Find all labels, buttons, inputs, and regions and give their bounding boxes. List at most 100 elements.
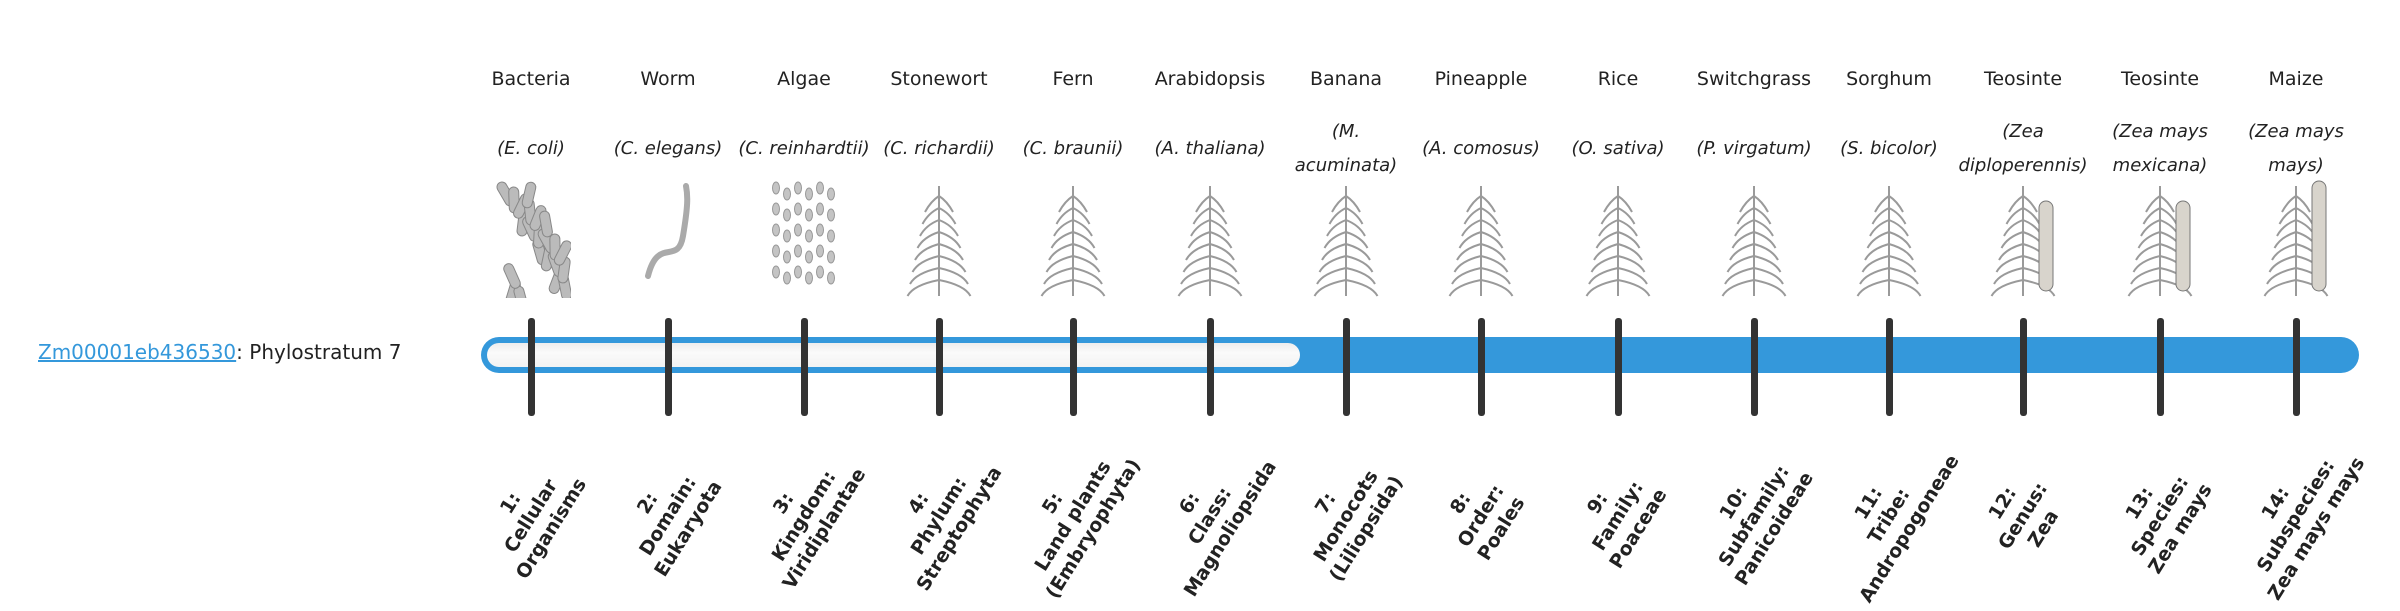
organism-name: Pineapple	[1434, 68, 1528, 90]
algae-illustration	[772, 181, 835, 285]
stratum-tick	[2293, 318, 2300, 416]
teosinte-mexicana-illustration	[2127, 186, 2193, 297]
organism-name: Algae	[777, 68, 831, 90]
teosinte-mexicana-illustration-icon	[2092, 176, 2228, 298]
species-text: (C. braunii)	[1022, 138, 1124, 159]
organism-species: (Zea diploperennis)	[1955, 114, 2091, 184]
stratum-label: 4: Phylum: Streptophyta	[861, 421, 1017, 611]
stratum-tick	[528, 318, 535, 416]
phylostratum-text: : Phylostratum 7	[236, 340, 402, 364]
species-text: (A. thaliana)	[1154, 138, 1266, 159]
algae-illustration-icon	[736, 176, 872, 298]
stratum-label: 5: Land plants (Embryophyta)	[995, 421, 1151, 611]
organism-name: Rice	[1597, 68, 1639, 90]
stratum-tick	[1886, 318, 1893, 416]
organism-species: (C. braunii)	[1005, 114, 1141, 184]
stonewort-illustration-icon	[871, 176, 1007, 298]
phylostratum-bar	[481, 337, 2359, 373]
teosinte-illustration-icon	[1955, 176, 2091, 298]
organism-name: Maize	[2268, 68, 2324, 90]
stratum-label: 11: Tribe: Andropogoneae	[1811, 421, 1967, 611]
gene-link[interactable]: Zm00001eb436530	[38, 340, 237, 364]
organism-species: (A. thaliana)	[1142, 114, 1278, 184]
species-text: (P. virgatum)	[1696, 138, 1812, 159]
worm-illustration	[645, 183, 691, 279]
stratum-label: 10: Subfamily: Panicoideae	[1676, 421, 1832, 611]
stratum-label: 6: Class: Magnoliopsida	[1132, 421, 1288, 611]
organism-species: (O. sativa)	[1550, 114, 1686, 184]
stratum-tick	[1343, 318, 1350, 416]
organism-species: (S. bicolor)	[1821, 114, 1957, 184]
organism-species: (Zea mays mays)	[2228, 114, 2364, 184]
fern-illustration	[1040, 186, 1106, 297]
stratum-label: 12: Genus: Zea	[1945, 421, 2101, 611]
sorghum-illustration	[1856, 186, 1922, 297]
organism-species: (P. virgatum)	[1686, 114, 1822, 184]
worm-illustration-icon	[600, 176, 736, 298]
stratum-tick	[1615, 318, 1622, 416]
stratum-tick	[936, 318, 943, 416]
rice-illustration-icon	[1550, 176, 1686, 298]
organism-species: (C. elegans)	[600, 114, 736, 184]
stratum-label: 3: Kingdom: Viridiplantae	[726, 421, 882, 611]
arabidopsis-illustration	[1177, 186, 1243, 297]
species-text: (C. richardii)	[883, 138, 995, 159]
stratum-tick	[2020, 318, 2027, 416]
pineapple-illustration-icon	[1413, 176, 1549, 298]
organism-name: Bacteria	[491, 68, 571, 90]
species-text: (S. bicolor)	[1840, 138, 1938, 159]
rice-illustration	[1585, 186, 1651, 297]
gene-label: Zm00001eb436530: Phylostratum 7	[38, 340, 401, 364]
organism-name: Teosinte	[2120, 68, 2200, 90]
organism-name: Sorghum	[1846, 68, 1932, 90]
stratum-tick	[801, 318, 808, 416]
species-text: (Zea diploperennis)	[1958, 121, 2088, 176]
stratum-label: 8: Order: Poales	[1403, 421, 1559, 611]
stratum-tick	[1478, 318, 1485, 416]
species-text: (C. reinhardtii)	[738, 138, 870, 159]
stratum-label: 9: Family: Poaceae	[1540, 421, 1696, 611]
stonewort-illustration	[906, 186, 972, 297]
stratum-tick	[1751, 318, 1758, 416]
organism-species: (Zea mays mexicana)	[2092, 114, 2228, 184]
organism-name: Switchgrass	[1696, 68, 1812, 90]
stratum-tick	[1207, 318, 1214, 416]
stratum-tick	[665, 318, 672, 416]
pineapple-illustration	[1448, 186, 1514, 297]
stratum-label: 7: Monocots (Liliopsida)	[1268, 421, 1424, 611]
arabidopsis-illustration-icon	[1142, 176, 1278, 298]
bacteria-illustration-icon	[463, 176, 599, 313]
stratum-label: 2: Domain: Eukaryota	[590, 421, 746, 611]
species-text: (C. elegans)	[613, 138, 723, 159]
maize-illustration	[2263, 180, 2329, 297]
stratum-label: 14: Subspecies: Zea mays mays	[2218, 421, 2374, 611]
banana-illustration	[1313, 186, 1379, 297]
organism-name: Stonewort	[890, 68, 988, 90]
switchgrass-illustration-icon	[1686, 176, 1822, 298]
organism-name: Fern	[1052, 68, 1094, 90]
stratum-tick	[2157, 318, 2164, 416]
species-text: (Zea mays mays)	[2248, 121, 2344, 176]
stratum-label: 1: Cellular Organisms	[453, 421, 609, 611]
switchgrass-illustration	[1721, 186, 1787, 297]
teosinte-illustration	[1990, 186, 2056, 297]
stratum-label: 13: Species: Zea mays	[2082, 421, 2238, 611]
fern-illustration-icon	[1005, 176, 1141, 298]
sorghum-illustration-icon	[1821, 176, 1957, 298]
species-text: (M. acuminata)	[1294, 121, 1398, 176]
organism-species: (C. richardii)	[871, 114, 1007, 184]
species-text: (O. sativa)	[1571, 138, 1665, 159]
species-text: (A. comosus)	[1422, 138, 1540, 159]
organism-name: Worm	[640, 68, 696, 90]
organism-species: (E. coli)	[463, 114, 599, 184]
species-text: (Zea mays mexicana)	[2112, 121, 2208, 176]
organism-name: Arabidopsis	[1154, 68, 1266, 90]
organism-species: (C. reinhardtii)	[736, 114, 872, 184]
organism-name: Teosinte	[1983, 68, 2063, 90]
organism-name: Banana	[1309, 68, 1383, 90]
banana-illustration-icon	[1278, 176, 1414, 298]
bar-unfilled	[487, 343, 1300, 367]
stratum-tick	[1070, 318, 1077, 416]
organism-species: (M. acuminata)	[1278, 114, 1414, 184]
species-text: (E. coli)	[497, 138, 565, 159]
